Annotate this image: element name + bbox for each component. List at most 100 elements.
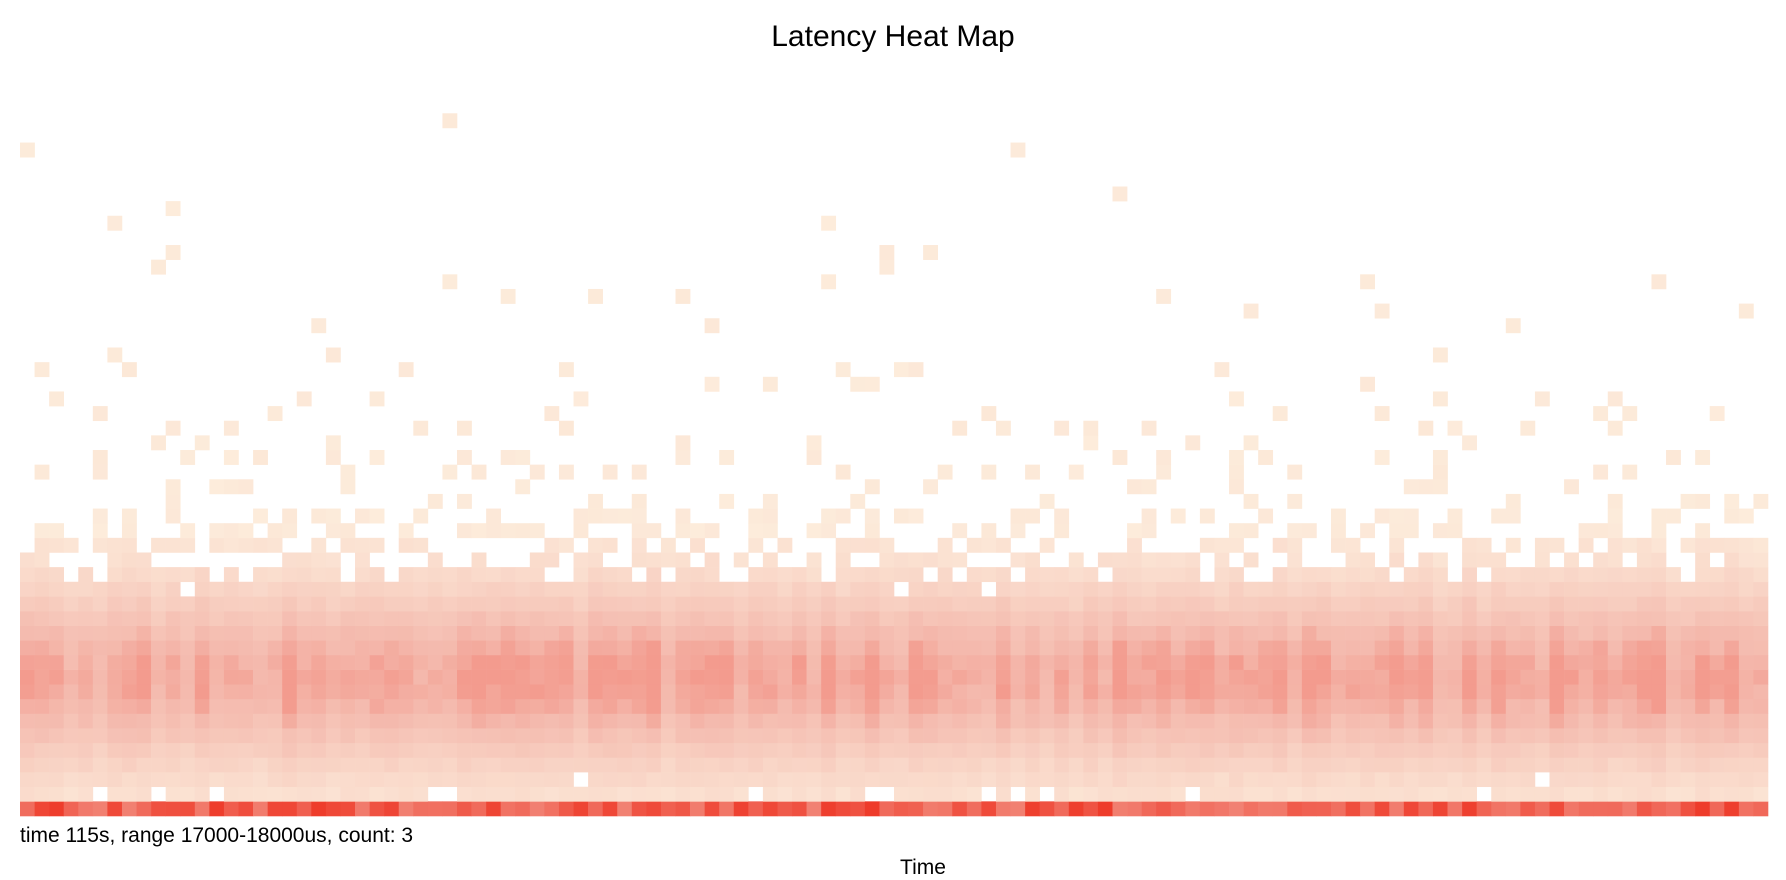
heatmap-cell[interactable] <box>1593 654 1609 670</box>
heatmap-cell[interactable] <box>529 669 545 685</box>
heatmap-cell[interactable] <box>1054 654 1070 670</box>
heatmap-cell[interactable] <box>690 786 705 802</box>
heatmap-cell[interactable] <box>995 611 1011 626</box>
heatmap-cell[interactable] <box>894 786 909 802</box>
heatmap-cell[interactable] <box>835 757 851 773</box>
heatmap-cell[interactable] <box>690 611 705 626</box>
heatmap-cell[interactable] <box>558 684 574 700</box>
heatmap-cell[interactable] <box>180 669 196 685</box>
heatmap-cell[interactable] <box>282 669 298 685</box>
heatmap-cell[interactable] <box>1054 684 1070 700</box>
heatmap-cell[interactable] <box>1287 713 1303 729</box>
heatmap-cell[interactable] <box>267 567 283 583</box>
heatmap-cell[interactable] <box>1578 654 1594 670</box>
heatmap-cell[interactable] <box>165 713 181 729</box>
heatmap-cell[interactable] <box>646 772 662 788</box>
heatmap-cell[interactable] <box>923 596 938 612</box>
heatmap-cell[interactable] <box>1316 654 1332 670</box>
heatmap-cell[interactable] <box>1097 611 1113 626</box>
heatmap-cell[interactable] <box>1520 611 1536 626</box>
heatmap-cell[interactable] <box>1112 654 1128 670</box>
heatmap-cell[interactable] <box>821 523 837 539</box>
heatmap-cell[interactable] <box>1243 713 1259 729</box>
heatmap-cell[interactable] <box>1520 698 1536 714</box>
heatmap-cell[interactable] <box>908 698 924 714</box>
heatmap-cell[interactable] <box>792 654 807 670</box>
heatmap-cell[interactable] <box>966 786 982 802</box>
heatmap-cell[interactable] <box>209 801 225 817</box>
heatmap-cell[interactable] <box>646 684 662 700</box>
heatmap-cell[interactable] <box>733 552 749 568</box>
heatmap-cell[interactable] <box>151 537 166 553</box>
heatmap-cell[interactable] <box>937 713 953 729</box>
heatmap-cell[interactable] <box>923 713 938 729</box>
heatmap-cell[interactable] <box>879 552 895 568</box>
heatmap-cell[interactable] <box>733 757 749 773</box>
heatmap-cell[interactable] <box>894 757 909 773</box>
heatmap-cell[interactable] <box>121 728 137 744</box>
heatmap-cell[interactable] <box>1491 596 1507 612</box>
heatmap-cell[interactable] <box>471 772 487 788</box>
heatmap-cell[interactable] <box>34 684 50 700</box>
heatmap-cell[interactable] <box>398 669 414 685</box>
heatmap-cell[interactable] <box>20 742 35 758</box>
heatmap-cell[interactable] <box>1112 801 1128 817</box>
heatmap-cell[interactable] <box>1258 450 1274 465</box>
heatmap-cell[interactable] <box>165 420 181 436</box>
heatmap-cell[interactable] <box>1272 786 1288 802</box>
heatmap-cell[interactable] <box>194 757 210 773</box>
heatmap-cell[interactable] <box>1724 508 1740 524</box>
heatmap-cell[interactable] <box>835 640 851 656</box>
heatmap-cell[interactable] <box>1039 742 1055 758</box>
heatmap-cell[interactable] <box>1520 757 1536 773</box>
heatmap-cell[interactable] <box>1534 801 1550 817</box>
heatmap-cell[interactable] <box>850 581 866 597</box>
heatmap-cell[interactable] <box>660 611 676 626</box>
heatmap-cell[interactable] <box>34 552 50 568</box>
heatmap-cell[interactable] <box>690 757 705 773</box>
heatmap-cell[interactable] <box>92 596 108 612</box>
heatmap-cell[interactable] <box>34 464 50 480</box>
heatmap-cell[interactable] <box>471 728 487 744</box>
heatmap-cell[interactable] <box>325 801 341 817</box>
heatmap-cell[interactable] <box>617 567 633 583</box>
heatmap-cell[interactable] <box>864 684 880 700</box>
heatmap-cell[interactable] <box>223 772 239 788</box>
heatmap-cell[interactable] <box>690 567 705 583</box>
heatmap-cell[interactable] <box>1432 801 1448 817</box>
heatmap-cell[interactable] <box>486 786 501 802</box>
heatmap-cell[interactable] <box>762 376 778 392</box>
heatmap-cell[interactable] <box>529 772 545 788</box>
heatmap-cell[interactable] <box>20 625 35 641</box>
heatmap-cell[interactable] <box>1695 713 1711 729</box>
heatmap-cell[interactable] <box>442 698 458 714</box>
heatmap-cell[interactable] <box>981 772 997 788</box>
heatmap-cell[interactable] <box>879 596 895 612</box>
heatmap-cell[interactable] <box>296 669 312 685</box>
heatmap-cell[interactable] <box>486 640 501 656</box>
heatmap-cell[interactable] <box>1229 581 1244 597</box>
heatmap-cell[interactable] <box>733 611 749 626</box>
heatmap-cell[interactable] <box>107 669 123 685</box>
heatmap-cell[interactable] <box>1127 567 1142 583</box>
heatmap-cell[interactable] <box>92 772 108 788</box>
heatmap-cell[interactable] <box>1287 625 1303 641</box>
heatmap-cell[interactable] <box>835 801 851 817</box>
heatmap-cell[interactable] <box>325 596 341 612</box>
heatmap-cell[interactable] <box>355 552 370 568</box>
heatmap-cell[interactable] <box>704 742 720 758</box>
heatmap-cell[interactable] <box>1141 625 1157 641</box>
heatmap-cell[interactable] <box>1491 757 1507 773</box>
heatmap-cell[interactable] <box>49 391 64 407</box>
heatmap-cell[interactable] <box>1068 801 1084 817</box>
heatmap-cell[interactable] <box>1651 611 1667 626</box>
heatmap-cell[interactable] <box>427 801 443 817</box>
heatmap-cell[interactable] <box>1593 611 1609 626</box>
heatmap-cell[interactable] <box>1491 508 1507 524</box>
heatmap-cell[interactable] <box>1374 786 1390 802</box>
heatmap-cell[interactable] <box>500 772 516 788</box>
heatmap-cell[interactable] <box>850 684 866 700</box>
heatmap-cell[interactable] <box>777 581 793 597</box>
heatmap-cell[interactable] <box>1651 757 1667 773</box>
heatmap-cell[interactable] <box>20 801 35 817</box>
